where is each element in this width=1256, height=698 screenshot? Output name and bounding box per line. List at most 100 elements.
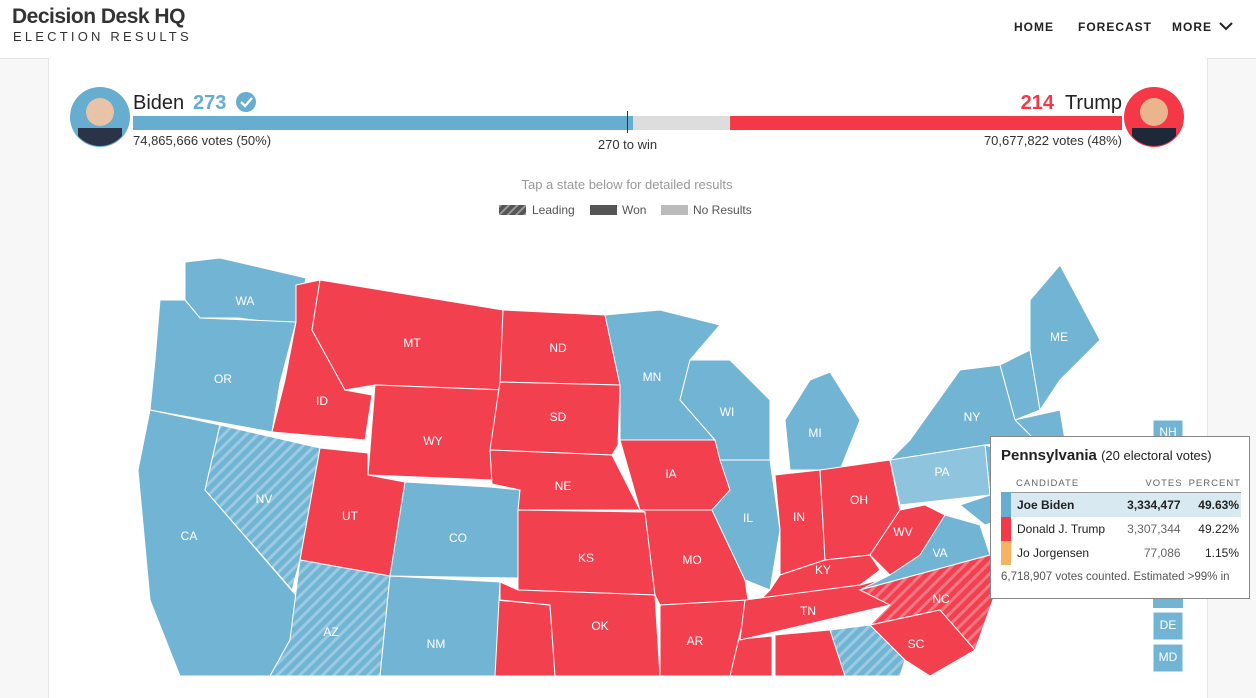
win-label: 270 to win xyxy=(598,137,657,152)
state-shape[interactable] xyxy=(499,581,661,676)
state-label: MD xyxy=(1159,650,1178,664)
state-label: WV xyxy=(893,525,912,539)
us-map xyxy=(137,257,1184,676)
state-label: ID xyxy=(316,394,328,408)
cell-name: Joe Biden xyxy=(1001,492,1119,517)
legend-no-results: No Results xyxy=(693,203,752,217)
state-shape[interactable] xyxy=(1029,264,1101,412)
state-shape[interactable] xyxy=(711,459,781,591)
state-label: SD xyxy=(550,410,567,424)
state-label: SC xyxy=(908,637,925,651)
nav-chevron xyxy=(1219,22,1233,31)
state-label: NE xyxy=(555,479,572,493)
results-graphic: Biden 273 Trump 214 74,865,666 votes (50… xyxy=(70,87,1184,676)
state-label: TN xyxy=(800,604,816,618)
legend-swatch-won xyxy=(590,205,617,215)
bar-trump xyxy=(730,116,1122,130)
state-label: CA xyxy=(181,529,198,543)
state-label: MO xyxy=(682,553,701,567)
biden-votes: 74,865,666 votes (50%) xyxy=(133,133,271,148)
cell-votes: 77,086 xyxy=(1143,546,1181,560)
state-shape[interactable] xyxy=(184,257,307,323)
state-label: IN xyxy=(793,510,805,524)
biden-suit xyxy=(78,128,122,146)
state-label: ND xyxy=(549,341,567,355)
state-label: WI xyxy=(720,405,735,419)
state-shape[interactable] xyxy=(389,481,521,579)
state-label: NH xyxy=(1159,425,1176,439)
logo-subtitle: ELECTION RESULTS xyxy=(13,29,192,44)
legend-swatch-leading xyxy=(499,205,526,215)
candidate-row: Jo Jorgensen 77,086 1.15% xyxy=(1001,541,1241,565)
legend-won: Won xyxy=(622,203,646,217)
candidate-row: Donald J. Trump 3,307,344 49.22% xyxy=(1001,517,1241,541)
winner-check xyxy=(236,92,256,112)
candidate-row: Joe Biden 3,334,477 49.63% xyxy=(1001,492,1241,517)
nav-home[interactable]: HOME xyxy=(1014,20,1054,34)
trump-electoral: 214 xyxy=(1021,92,1055,114)
legend-swatch-none xyxy=(661,205,688,215)
state-shape[interactable] xyxy=(774,629,846,676)
logo[interactable]: Decision Desk HQ xyxy=(12,5,185,28)
state-label: IL xyxy=(743,511,753,525)
col-head: VOTES xyxy=(1118,475,1183,493)
state-label: CO xyxy=(449,531,467,545)
state-label: NM xyxy=(427,637,446,651)
state-label: MN xyxy=(643,370,662,384)
cell-percent: 49.22% xyxy=(1198,522,1239,536)
trump-face xyxy=(1140,98,1168,126)
state-label: NC xyxy=(932,592,950,606)
state-shape[interactable] xyxy=(868,609,976,676)
state-label: OH xyxy=(850,493,868,507)
state-shape[interactable] xyxy=(204,424,321,592)
biden-electoral: 273 xyxy=(193,92,226,114)
state-shape[interactable] xyxy=(149,299,297,433)
cell-percent: 1.15% xyxy=(1204,546,1239,560)
state-label: WY xyxy=(423,434,442,448)
state-shape[interactable] xyxy=(494,599,556,676)
state-label: NY xyxy=(964,410,981,424)
state-label: VA xyxy=(932,546,947,560)
trump-votes: 70,677,822 votes (48%) xyxy=(984,133,1122,148)
nav-forecast[interactable]: FORECAST xyxy=(1078,20,1152,34)
state-label: KS xyxy=(578,551,594,565)
cell-votes: 3,334,477 xyxy=(1127,498,1181,512)
state-label: WA xyxy=(236,294,255,308)
state-label: OR xyxy=(214,372,232,386)
col-head: PERCENT xyxy=(1182,475,1241,493)
state-label: AZ xyxy=(323,625,338,639)
top-bar: Decision Desk HQ ELECTION RESULTS HOME F… xyxy=(0,0,1256,59)
cell-name: Jo Jorgensen xyxy=(1001,541,1119,565)
tooltip-footer: 6,718,907 votes counted. Estimated >99% … xyxy=(1001,571,1230,583)
biden-face xyxy=(86,98,114,126)
state-label: PA xyxy=(934,465,949,479)
state-label: OK xyxy=(591,619,608,633)
nav-more[interactable]: MORE xyxy=(1172,20,1212,34)
state-shape[interactable] xyxy=(269,559,391,676)
state-shape[interactable] xyxy=(489,381,621,456)
bar-biden xyxy=(133,116,633,130)
legend-leading: Leading xyxy=(532,203,575,217)
cell-votes: 3,307,344 xyxy=(1127,522,1181,536)
state-shape[interactable] xyxy=(784,371,861,471)
state-shape[interactable] xyxy=(829,624,906,676)
state-label: ME xyxy=(1050,330,1068,344)
state-label: NV xyxy=(256,492,273,506)
state-label: MI xyxy=(808,426,821,440)
state-shape[interactable] xyxy=(659,599,749,676)
state-label: AR xyxy=(687,634,704,648)
cell-name: Donald J. Trump xyxy=(1001,517,1119,541)
trump-suit xyxy=(1132,128,1176,146)
state-label: IA xyxy=(665,467,676,481)
state-label: DE xyxy=(1160,618,1177,632)
biden-name: Biden xyxy=(133,92,184,114)
state-shape[interactable] xyxy=(311,279,506,391)
state-label: KY xyxy=(815,563,831,577)
tooltip-table: CANDIDATE VOTES PERCENT Joe Biden 3,334,47… xyxy=(1001,475,1241,565)
state-shape[interactable] xyxy=(379,575,501,676)
state-shape[interactable] xyxy=(1152,611,1184,641)
col-head: CANDIDATE xyxy=(1006,475,1119,493)
state-shape[interactable] xyxy=(1152,643,1184,673)
state-shape[interactable] xyxy=(367,384,506,481)
